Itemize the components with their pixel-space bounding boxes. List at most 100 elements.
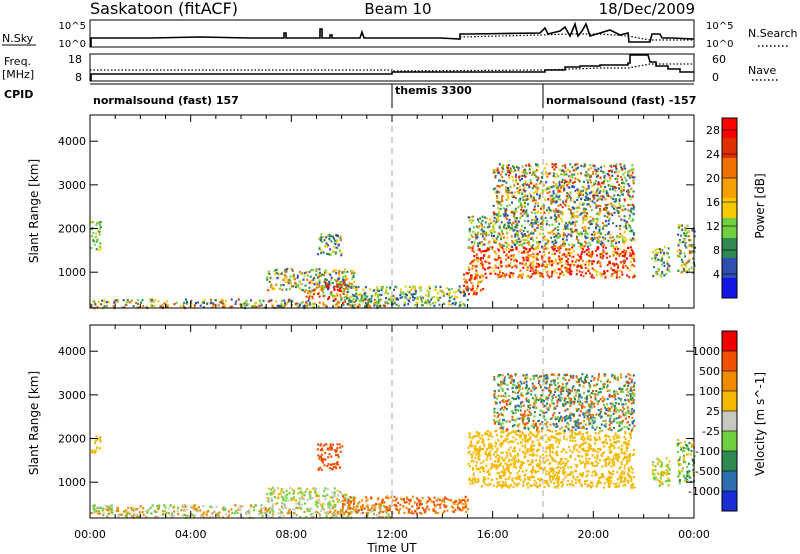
data-cell [554, 252, 556, 255]
data-cell [344, 300, 346, 303]
data-cell [569, 436, 572, 439]
data-cell [336, 498, 339, 501]
data-cell [684, 227, 687, 230]
data-cell [528, 476, 531, 479]
data-cell [553, 168, 556, 171]
data-cell [453, 295, 456, 298]
data-cell [527, 233, 530, 236]
data-cell [628, 184, 631, 187]
data-cell [613, 171, 616, 174]
data-cell [488, 240, 491, 243]
data-cell [632, 179, 635, 182]
data-cell [565, 180, 567, 183]
data-cell [361, 508, 364, 511]
data-cell [508, 432, 511, 435]
data-cell [333, 237, 335, 240]
data-cell [542, 250, 545, 253]
data-cell [516, 472, 519, 475]
data-cell [471, 437, 474, 440]
data-cell [136, 508, 139, 511]
data-cell [475, 253, 478, 256]
data-cell [466, 287, 469, 290]
data-cell [509, 227, 512, 230]
data-cell [339, 285, 341, 288]
data-cell [601, 257, 604, 260]
data-cell [316, 494, 319, 497]
data-cell [479, 258, 482, 261]
data-cell [373, 301, 376, 305]
data-cell [566, 267, 569, 270]
data-cell [162, 513, 165, 516]
data-cell [679, 252, 682, 255]
data-cell [475, 291, 478, 295]
data-cell [529, 269, 532, 272]
data-cell [499, 214, 502, 217]
data-cell [108, 507, 111, 510]
data-cell [337, 235, 339, 238]
data-cell [558, 168, 561, 171]
data-cell [593, 233, 596, 236]
data-cell [385, 300, 388, 304]
data-cell [612, 244, 615, 247]
data-cell [496, 458, 499, 461]
data-cell [184, 514, 187, 517]
data-cell [255, 305, 258, 309]
data-cell [245, 513, 248, 516]
data-cell [497, 256, 500, 260]
data-cell [611, 275, 614, 278]
data-cell [367, 506, 369, 509]
data-cell [607, 184, 610, 187]
data-cell [655, 254, 658, 257]
data-cell [496, 453, 499, 456]
data-cell [600, 243, 602, 246]
data-cell [601, 251, 604, 254]
data-cell [589, 181, 592, 184]
data-cell [590, 233, 593, 236]
data-cell [556, 477, 559, 480]
data-cell [364, 286, 367, 289]
data-cell [522, 239, 525, 242]
data-cell [552, 240, 555, 243]
data-cell [439, 506, 442, 509]
data-cell [517, 442, 520, 445]
data-cell [567, 479, 570, 482]
data-cell [481, 265, 484, 268]
data-cell [613, 263, 616, 266]
data-cell [506, 193, 509, 196]
data-cell [316, 499, 319, 502]
data-cell [171, 515, 174, 518]
data-cell [683, 268, 685, 271]
data-cell [533, 435, 536, 438]
data-cell [502, 167, 505, 170]
data-cell [434, 285, 437, 288]
data-cell [501, 196, 503, 199]
data-cell [515, 246, 518, 249]
data-cell [666, 252, 669, 255]
data-cell [591, 474, 594, 477]
data-cell [501, 484, 504, 487]
data-cell [418, 503, 421, 506]
data-cell [506, 205, 509, 208]
data-cell [559, 233, 562, 236]
data-cell [633, 453, 636, 456]
data-cell [366, 306, 369, 309]
data-cell [472, 230, 475, 233]
data-cell [517, 237, 520, 240]
data-cell [515, 225, 518, 228]
data-cell [571, 231, 574, 234]
data-cell [450, 295, 453, 298]
data-cell [547, 211, 550, 214]
data-cell [599, 256, 602, 259]
data-cell [271, 507, 274, 510]
data-cell [599, 232, 602, 235]
data-cell [562, 234, 565, 237]
data-cell [370, 297, 373, 300]
data-cell [608, 458, 611, 461]
data-cell [484, 221, 487, 224]
data-cell [631, 471, 634, 474]
data-cell [519, 464, 522, 467]
data-cell [541, 257, 544, 260]
data-cell [550, 236, 553, 239]
data-cell [495, 455, 498, 459]
data-cell [598, 226, 601, 229]
